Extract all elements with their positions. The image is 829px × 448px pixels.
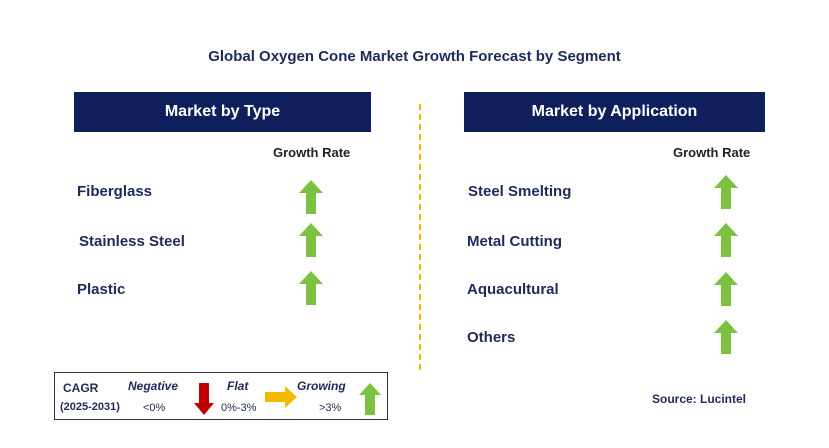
- growing-arrow-icon: [299, 180, 323, 214]
- application-item-others: Others: [467, 329, 516, 346]
- panel-divider: [419, 104, 421, 370]
- legend-growing-label: Growing: [297, 379, 346, 393]
- growing-arrow-icon: [299, 271, 323, 305]
- chart-title: Global Oxygen Cone Market Growth Forecas…: [208, 48, 621, 65]
- growing-arrow-icon: [714, 223, 738, 257]
- type-item-fiberglass: Fiberglass: [77, 183, 153, 200]
- type-item-plastic: Plastic: [77, 281, 126, 298]
- legend-growing-range: >3%: [319, 402, 342, 414]
- negative-arrow-icon: [194, 383, 214, 415]
- legend-flat-label: Flat: [227, 379, 249, 393]
- legend-flat-range: 0%-3%: [221, 402, 257, 414]
- application-panel-header: Market by Application: [464, 92, 765, 132]
- cagr-legend: CAGR (2025-2031) Negative <0% Flat 0%-3%…: [54, 372, 388, 420]
- application-item-aquacultural: Aquacultural: [467, 281, 559, 298]
- source-note: Source: Lucintel: [652, 392, 747, 406]
- legend-period: (2025-2031): [60, 401, 120, 413]
- type-growth-rate-label: Growth Rate: [273, 145, 351, 160]
- growing-arrow-icon: [714, 175, 738, 209]
- application-item-steel-smelting: Steel Smelting: [468, 183, 572, 200]
- growing-arrow-icon: [714, 320, 738, 354]
- type-item-stainless-steel: Stainless Steel: [79, 233, 185, 250]
- application-growth-rate-label: Growth Rate: [673, 145, 751, 160]
- growing-arrow-icon: [359, 383, 381, 415]
- growing-arrow-icon: [299, 223, 323, 257]
- application-item-metal-cutting: Metal Cutting: [467, 233, 562, 250]
- legend-negative-range: <0%: [143, 402, 166, 414]
- legend-negative-label: Negative: [128, 379, 179, 393]
- flat-arrow-icon: [265, 386, 297, 408]
- type-panel-header: Market by Type: [74, 92, 371, 132]
- legend-cagr-label: CAGR: [63, 381, 99, 395]
- growing-arrow-icon: [714, 272, 738, 306]
